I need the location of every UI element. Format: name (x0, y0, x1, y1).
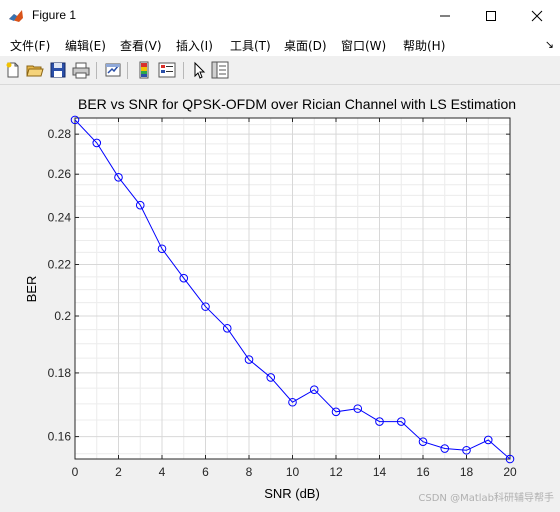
menu-desktop[interactable]: 桌面(D) (284, 39, 327, 53)
x-tick-label: 2 (115, 465, 122, 479)
toolbar-separator (183, 62, 184, 79)
close-button[interactable] (514, 0, 560, 32)
y-tick-label: 0.28 (48, 127, 72, 141)
menu-file[interactable]: 文件(F) (10, 39, 51, 53)
y-tick-label: 0.24 (48, 210, 72, 224)
ber-data-point (331, 407, 341, 417)
x-tick-label: 6 (202, 465, 209, 479)
ber-data-point (70, 115, 80, 125)
ber-data-point (396, 417, 406, 426)
print-icon[interactable] (72, 61, 90, 79)
ber-data-point (157, 244, 167, 254)
ber-data-point (483, 435, 493, 445)
watermark-text: CSDN @Matlab科研辅导帮手 (418, 493, 554, 504)
window-title: Figure 1 (32, 8, 77, 22)
save-icon[interactable] (49, 61, 67, 79)
ber-series-line (74, 119, 511, 460)
toolbar-separator (96, 62, 97, 79)
x-axis-label: SNR (dB) (264, 486, 320, 501)
ber-data-point (244, 355, 254, 364)
ber-data-point (266, 373, 276, 382)
x-tick-label: 0 (72, 465, 79, 479)
ber-data-point (353, 404, 363, 413)
menu-view[interactable]: 查看(V) (120, 39, 162, 53)
y-tick-label: 0.2 (54, 309, 71, 323)
plot-title: BER vs SNR for QPSK-OFDM over Rician Cha… (78, 96, 516, 112)
insert-legend-icon[interactable] (158, 61, 176, 79)
ber-data-point (114, 173, 123, 182)
menu-edit[interactable]: 编辑(E) (65, 39, 106, 53)
y-tick-label: 0.22 (48, 257, 72, 271)
ber-data-point (309, 385, 319, 395)
ber-data-point (201, 302, 210, 311)
x-tick-label: 16 (416, 465, 430, 479)
menu-help[interactable]: 帮助(H) (403, 39, 446, 53)
ber-data-point (135, 200, 145, 210)
maximize-button[interactable] (468, 0, 514, 32)
plot-axes-box (74, 117, 511, 460)
y-tick-label: 0.18 (48, 366, 72, 380)
menu-window[interactable]: 窗口(W) (341, 39, 387, 53)
ber-data-point (288, 397, 297, 407)
menubar: 文件(F) 编辑(E) 查看(V) 插入(I) 工具(T) 桌面(D) 窗口(W… (0, 32, 560, 56)
x-tick-label: 12 (329, 465, 343, 479)
ber-data-point (505, 454, 515, 464)
menu-dock-arrow-icon[interactable]: ↘ (544, 38, 554, 51)
ber-data-point (440, 444, 450, 453)
x-tick-label: 4 (159, 465, 166, 479)
ber-plot[interactable]: BER vs SNR for QPSK-OFDM over Rician Cha… (0, 85, 560, 508)
ber-data-point (222, 323, 232, 333)
edit-plot-arrow-icon[interactable] (190, 61, 208, 79)
x-tick-label: 8 (246, 465, 253, 479)
y-tick-label: 0.16 (48, 430, 72, 444)
menu-tools[interactable]: 工具(T) (230, 39, 271, 53)
ber-data-point (92, 138, 102, 148)
y-axis-label: BER (24, 276, 39, 303)
ber-data-point (179, 273, 189, 283)
x-tick-label: 10 (286, 465, 300, 479)
open-file-icon[interactable] (26, 61, 44, 79)
window-titlebar: Figure 1 (0, 0, 560, 33)
y-tick-label: 0.26 (48, 167, 72, 181)
x-tick-label: 20 (503, 465, 517, 479)
new-figure-icon[interactable] (4, 61, 22, 79)
matlab-figure-icon[interactable] (8, 8, 24, 24)
ber-data-point (462, 445, 471, 455)
figure-canvas: BER vs SNR for QPSK-OFDM over Rician Cha… (0, 85, 560, 508)
ber-data-point (375, 417, 384, 426)
maximize-icon (485, 7, 497, 26)
link-plot-icon[interactable] (104, 61, 122, 79)
toolbar-separator (127, 62, 128, 79)
minimize-icon (439, 7, 451, 26)
figure-toolbar (0, 56, 560, 85)
minimize-button[interactable] (422, 0, 468, 32)
menu-insert[interactable]: 插入(I) (176, 39, 213, 53)
property-inspector-icon[interactable] (211, 61, 229, 79)
plot-layers: 0 2 4 6 8 10 12 14 16 18 20 0.16 0.18 0.2 0.22 0.24 0.26… (48, 115, 517, 479)
x-tick-label: 18 (460, 465, 474, 479)
ber-data-point (418, 437, 428, 446)
insert-colorbar-icon[interactable] (135, 61, 153, 79)
x-tick-label: 14 (373, 465, 387, 479)
close-icon (531, 7, 543, 26)
